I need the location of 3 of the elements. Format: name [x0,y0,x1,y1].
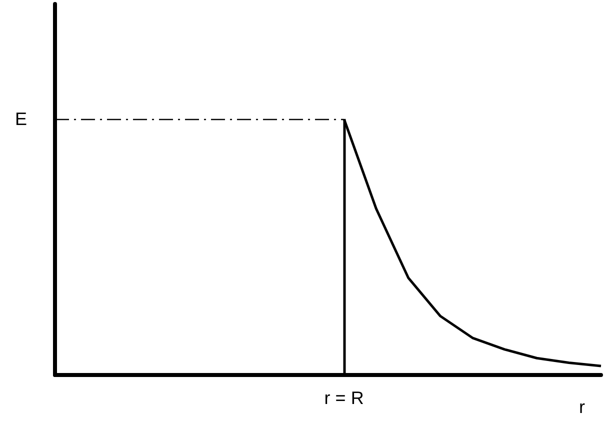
text: r = R [324,388,364,408]
x-axis-title: r [579,397,586,417]
ref-line-label: E [14,109,27,130]
